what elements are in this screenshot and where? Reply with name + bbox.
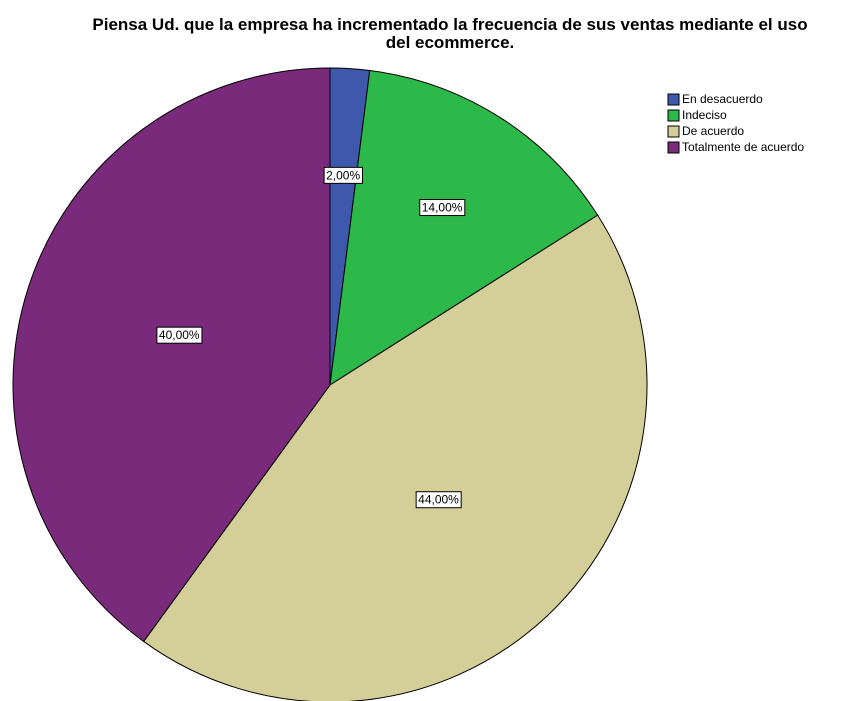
legend-swatch xyxy=(667,125,680,138)
legend-label: Totalmente de acuerdo xyxy=(682,140,804,154)
legend-label: En desacuerdo xyxy=(682,92,763,106)
data-label-box xyxy=(156,326,203,344)
chart-title: Piensa Ud. que la empresa ha incrementad… xyxy=(92,15,808,52)
data-label-box xyxy=(323,166,363,184)
data-label: 14,00% xyxy=(422,201,463,215)
data-label-box xyxy=(415,491,462,509)
pie-slice xyxy=(142,214,648,701)
legend-swatch xyxy=(667,93,680,106)
pie-slice xyxy=(12,67,331,643)
data-label: 2,00% xyxy=(326,168,360,182)
pie-slice xyxy=(329,69,599,386)
legend-label: De acuerdo xyxy=(682,124,744,138)
data-label-box xyxy=(419,199,466,217)
legend-swatch xyxy=(667,109,680,122)
data-label: 44,00% xyxy=(418,493,459,507)
legend-label: Indeciso xyxy=(682,108,727,122)
data-label: 40,00% xyxy=(159,328,200,342)
legend-swatch xyxy=(667,141,680,154)
